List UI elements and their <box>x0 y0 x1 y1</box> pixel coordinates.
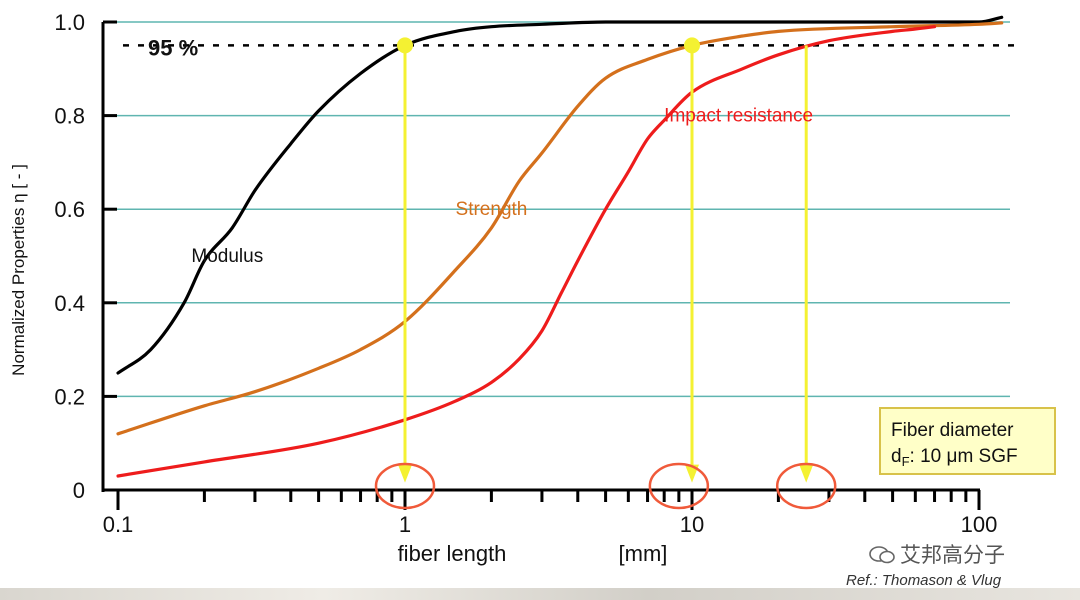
series-label: Modulus <box>191 246 263 267</box>
chat-icon <box>869 546 895 564</box>
x-axis-unit: [mm] <box>619 541 668 566</box>
strength-curve <box>116 21 1004 436</box>
info-box-line1: Fiber diameter <box>891 420 1014 441</box>
x-tick-label: 1 <box>399 512 411 537</box>
impact-resistance-curve <box>116 25 937 478</box>
annotations <box>374 37 837 510</box>
y-axis-title: Normalized Properties η [ - ] <box>9 164 28 376</box>
info-box-line2: dF: 10 μm SGF <box>891 446 1018 469</box>
chart-labels: Modulus Strength Impact resistance <box>191 106 813 267</box>
series-group <box>116 15 1004 478</box>
y-tick-label: 0.6 <box>54 197 85 222</box>
y-tick-label: 0.8 <box>54 104 85 129</box>
yellow-arrow-head <box>799 464 814 483</box>
fiber-diameter-box: Fiber diameter dF: 10 μm SGF <box>879 407 1056 475</box>
y-tick-label: 0.2 <box>54 384 85 409</box>
y-tick-label: 0.4 <box>54 291 85 316</box>
yellow-arrow-head <box>398 464 412 483</box>
x-axis-title: fiber length <box>398 541 507 566</box>
x-tick-label: 0.1 <box>103 512 134 537</box>
highlight-circle <box>775 462 837 510</box>
bottom-strip <box>0 588 1080 600</box>
x-tick-label: 100 <box>961 512 998 537</box>
watermark-text: 艾邦高分子 <box>900 544 1005 567</box>
reference-text: Ref.: Thomason & Vlug <box>846 572 1002 589</box>
y-tick-label: 1.0 <box>54 10 85 35</box>
y-tick-label: 0 <box>73 478 85 503</box>
axes: 0 0.2 0.4 0.6 0.8 1.0 0.1 1 10 100 fiber length [mm… <box>9 10 997 566</box>
highlight-circle <box>648 462 710 510</box>
series-label: Impact resistance <box>664 106 813 127</box>
highlight-circle <box>374 462 436 510</box>
watermark: 艾邦高分子 <box>868 539 1005 569</box>
threshold-label: 95 % <box>148 35 198 60</box>
modulus-curve <box>116 15 1004 375</box>
grid-lines <box>103 21 1010 398</box>
x-tick-label: 10 <box>680 512 704 537</box>
yellow-marker <box>684 37 700 54</box>
series-label: Strength <box>456 199 528 220</box>
threshold-line: 95 % <box>123 35 1016 60</box>
yellow-marker <box>397 37 413 54</box>
